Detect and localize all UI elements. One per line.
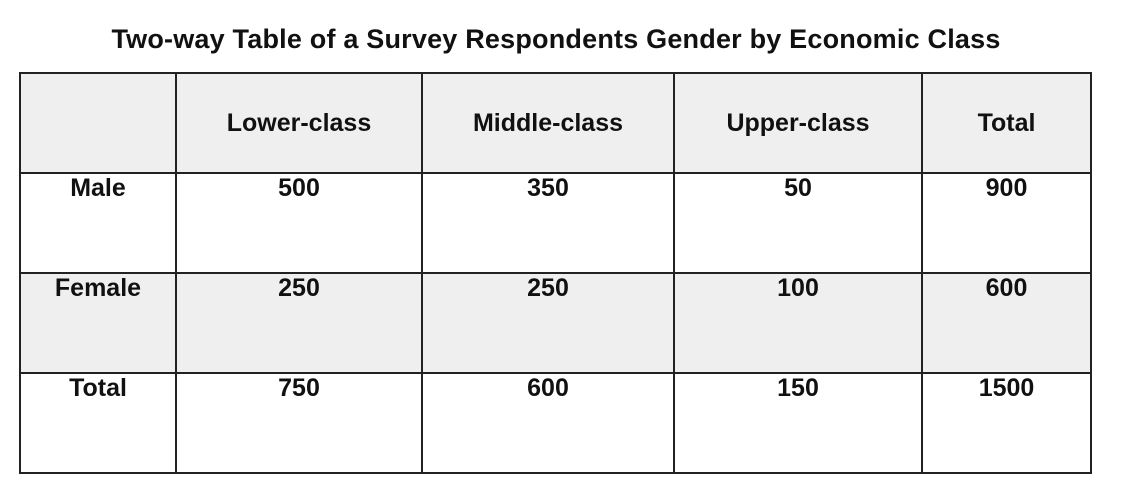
cell-male-total: 900 (921, 172, 1092, 274)
corner-cell (19, 72, 177, 174)
header-row: Lower-class Middle-class Upper-class Tot… (19, 72, 1092, 174)
cell-total-upper-class: 150 (673, 372, 923, 474)
column-header-upper-class: Upper-class (673, 72, 923, 174)
table-row-total: Total 750 600 150 1500 (19, 372, 1092, 474)
cell-female-lower-class: 250 (175, 272, 423, 374)
row-header-male: Male (19, 172, 177, 274)
column-header-lower-class: Lower-class (175, 72, 423, 174)
table-row-female: Female 250 250 100 600 (19, 272, 1092, 374)
cell-male-lower-class: 500 (175, 172, 423, 274)
cell-total-lower-class: 750 (175, 372, 423, 474)
row-header-female: Female (19, 272, 177, 374)
cell-grand-total: 1500 (921, 372, 1092, 474)
cell-female-upper-class: 100 (673, 272, 923, 374)
column-header-total: Total (921, 72, 1092, 174)
cell-female-middle-class: 250 (421, 272, 675, 374)
cell-male-middle-class: 350 (421, 172, 675, 274)
column-header-middle-class: Middle-class (421, 72, 675, 174)
row-header-total: Total (19, 372, 177, 474)
two-way-table: Lower-class Middle-class Upper-class Tot… (19, 72, 1092, 474)
table-title: Two-way Table of a Survey Respondents Ge… (111, 24, 1001, 54)
cell-female-total: 600 (921, 272, 1092, 374)
cell-male-upper-class: 50 (673, 172, 923, 274)
table-row-male: Male 500 350 50 900 (19, 172, 1092, 274)
cell-total-middle-class: 600 (421, 372, 675, 474)
